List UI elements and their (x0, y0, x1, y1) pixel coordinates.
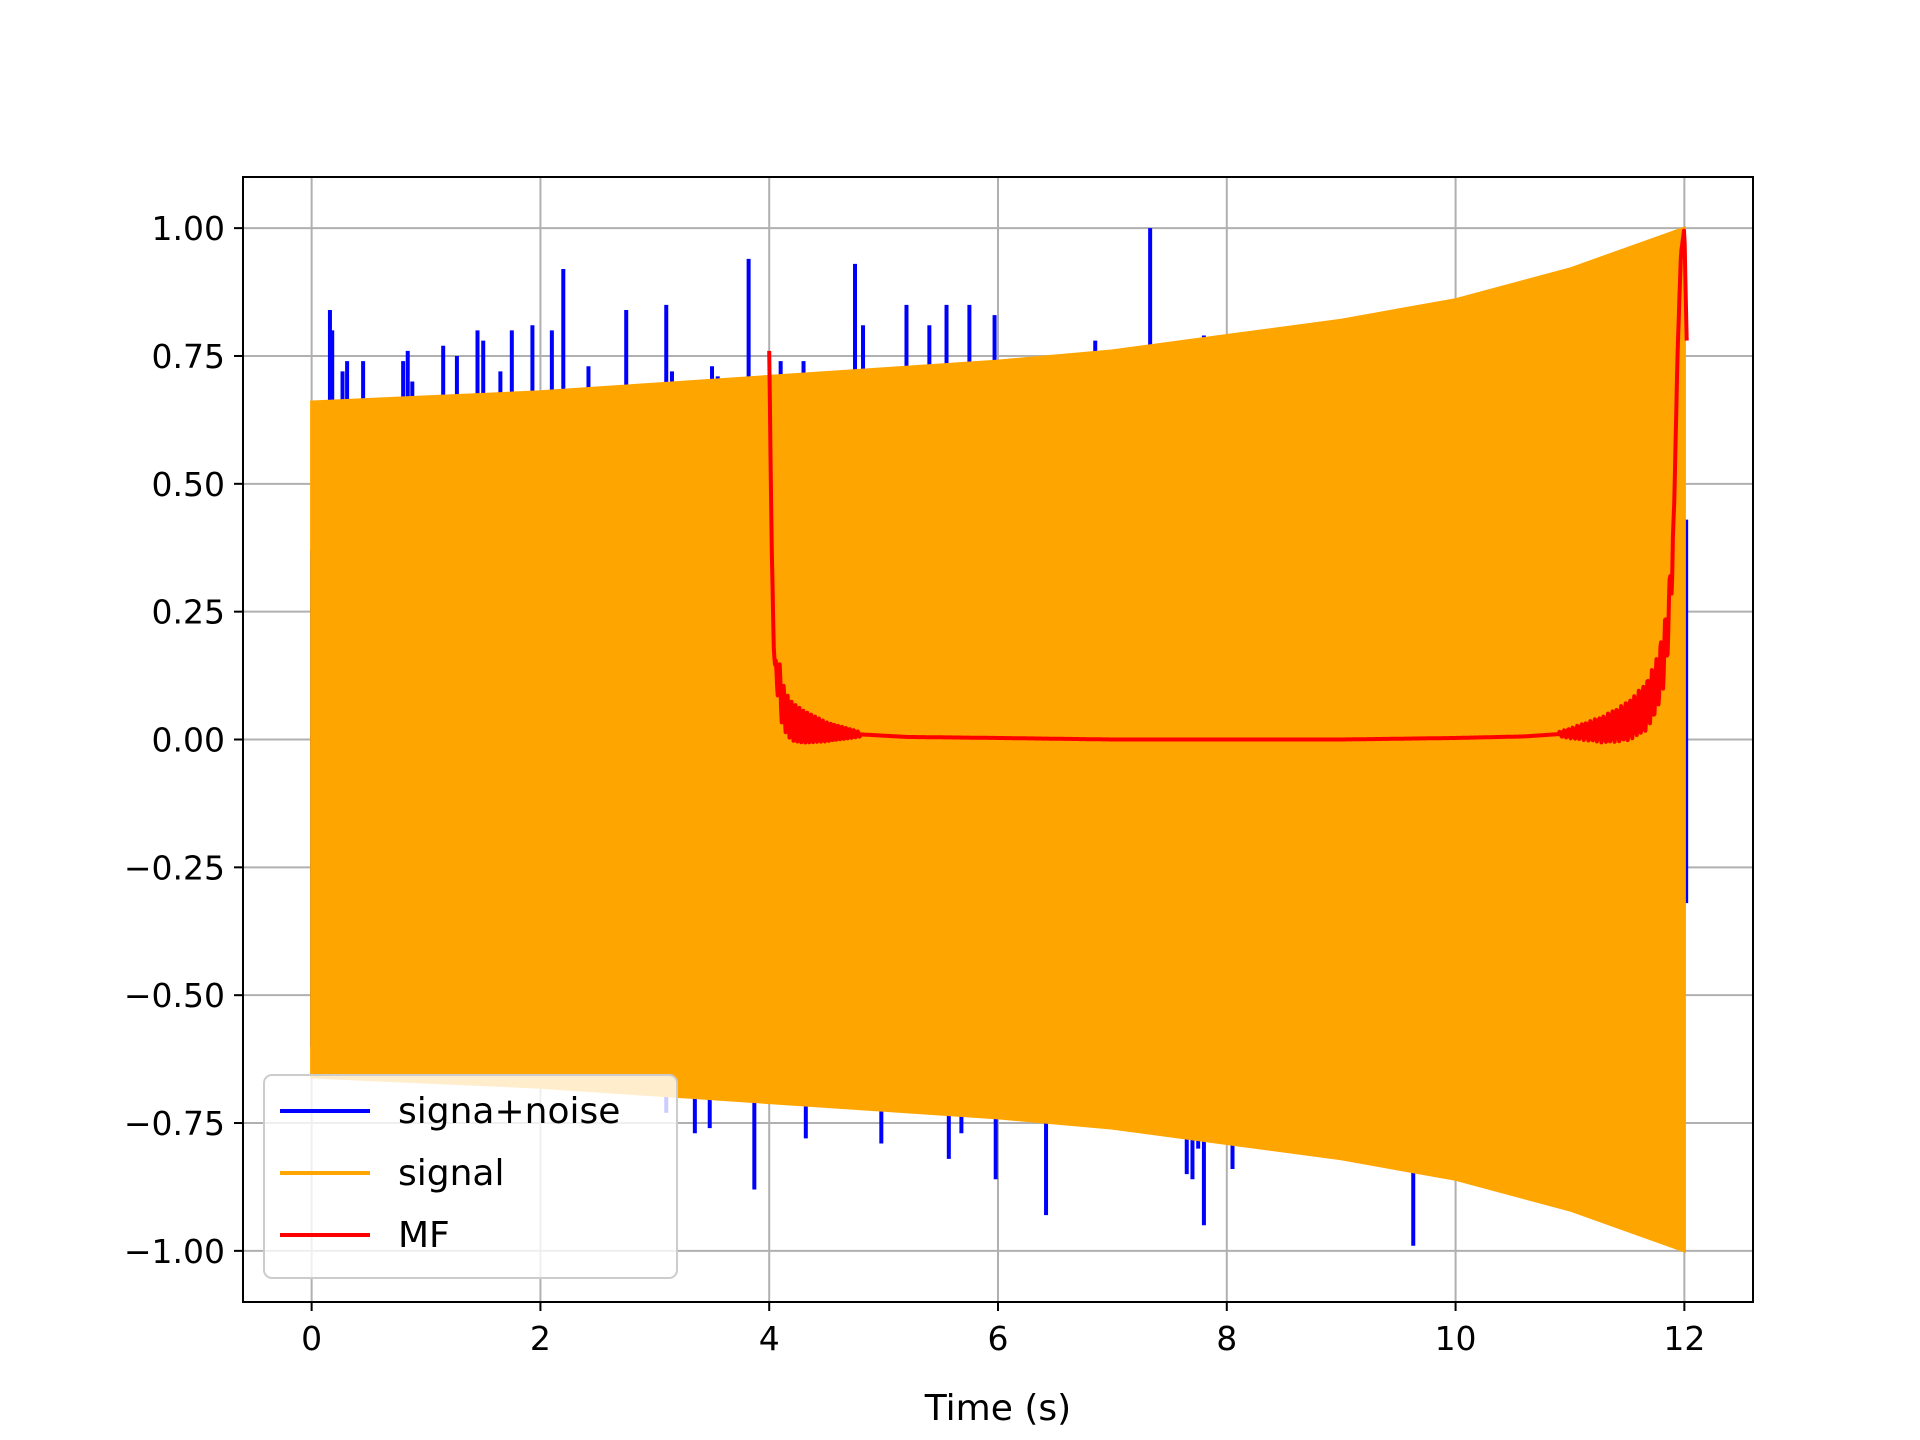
legend-label-signal: signal (398, 1153, 505, 1194)
x-tick-label: 12 (1663, 1319, 1705, 1358)
y-tick-label: 1.00 (152, 209, 225, 248)
legend-label-mf: MF (398, 1215, 450, 1256)
x-tick-label: 8 (1216, 1319, 1237, 1358)
y-tick-label: 0.50 (152, 465, 225, 504)
legend: signa+noise signal MF (263, 1074, 678, 1279)
y-tick-label: 0.75 (152, 337, 225, 376)
x-tick-label: 4 (759, 1319, 780, 1358)
y-tick-label: −0.25 (124, 848, 225, 887)
x-tick-label: 10 (1435, 1319, 1477, 1358)
x-tick-label: 0 (301, 1319, 322, 1358)
y-tick-label: 0.00 (152, 721, 225, 760)
x-axis-title: Time (s) (924, 1388, 1071, 1429)
y-tick-label: −0.75 (124, 1104, 225, 1143)
legend-box (263, 1074, 678, 1279)
y-tick-label: 0.25 (152, 593, 225, 632)
legend-label-signal-noise: signa+noise (398, 1091, 620, 1132)
x-tick-label: 6 (988, 1319, 1009, 1358)
y-tick-label: −0.50 (124, 976, 225, 1015)
series-layer (310, 225, 1689, 1254)
y-tick-label: −1.00 (124, 1232, 225, 1271)
mf-line (767, 228, 1689, 745)
ticks: 0 2 4 6 8 10 12 1.00 0.75 0.50 0.25 0.00 −0.25 −0.50 −… (124, 209, 1706, 1358)
x-tick-label: 2 (530, 1319, 551, 1358)
